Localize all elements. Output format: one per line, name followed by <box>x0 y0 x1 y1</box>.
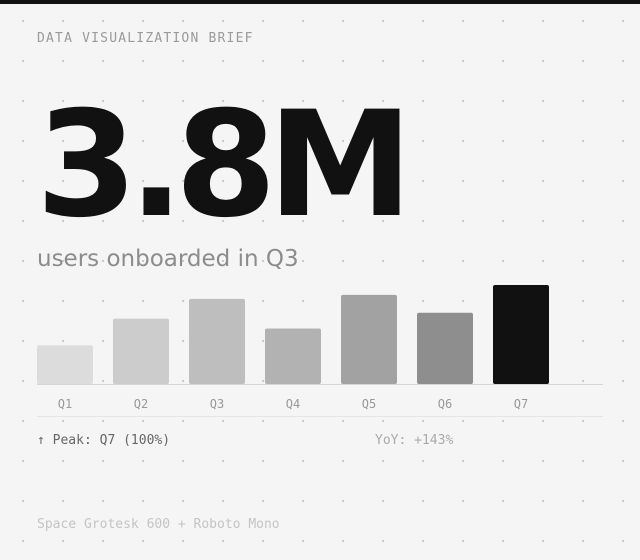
bar <box>341 294 397 384</box>
bar <box>189 298 245 384</box>
x-tick-label: Q4 <box>286 397 300 411</box>
bar <box>113 318 169 384</box>
top-rule <box>0 0 640 4</box>
x-tick-label: Q3 <box>210 397 224 411</box>
headline: 3.8M <box>36 80 404 250</box>
yoy-annotation: YoY: +143% <box>375 433 453 448</box>
x-tick-label: Q5 <box>362 397 376 411</box>
bar <box>493 285 549 384</box>
bar <box>417 312 473 384</box>
subtitle: users onboarded in Q3 <box>37 246 299 272</box>
x-tick-label: Q6 <box>438 397 452 411</box>
bar <box>265 328 321 384</box>
x-tick-label: Q2 <box>134 397 148 411</box>
x-tick-label: Q1 <box>58 397 72 411</box>
kicker: DATA VISUALIZATION BRIEF <box>37 31 254 46</box>
bar <box>37 345 93 384</box>
peak-annotation: ↑ Peak: Q7 (100%) <box>37 433 170 448</box>
footer: Space Grotesk 600 + Roboto Mono <box>37 517 280 532</box>
x-tick-label: Q7 <box>514 397 528 411</box>
